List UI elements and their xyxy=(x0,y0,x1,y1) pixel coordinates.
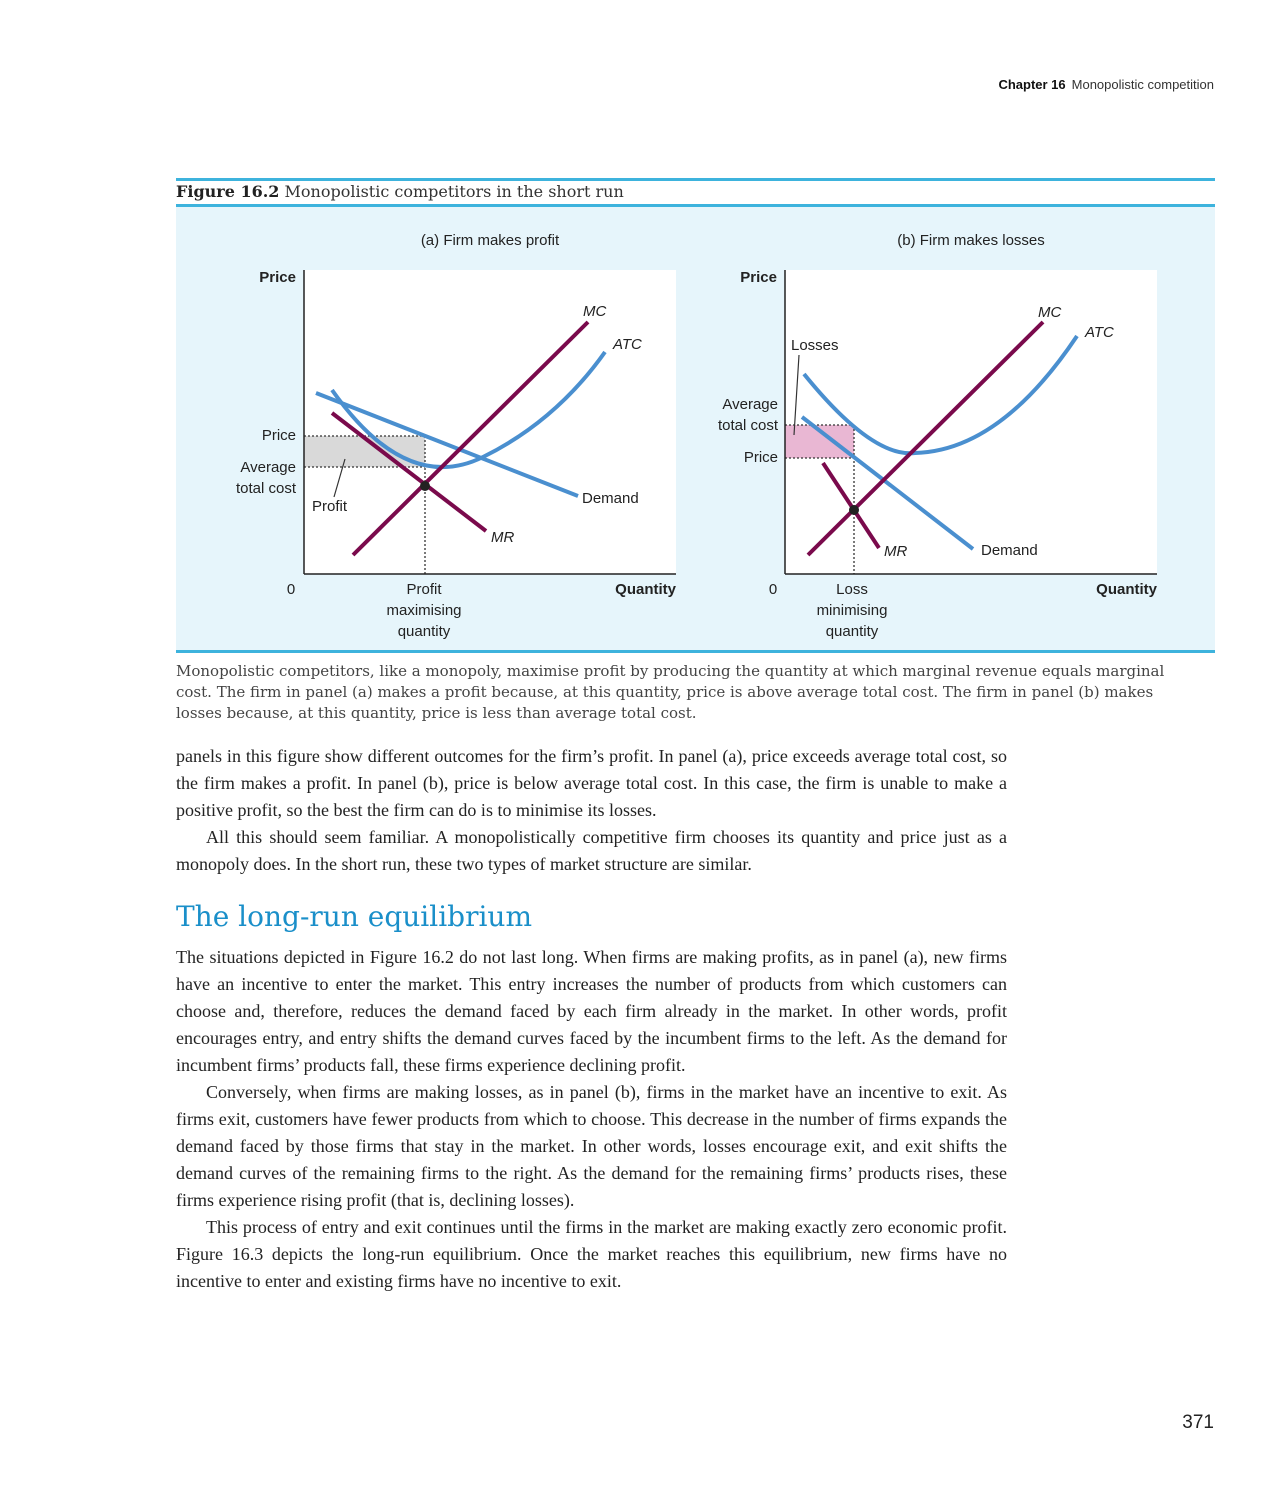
figure-diagram: (a) Firm makes profit Price Quantity 0 P… xyxy=(236,232,1158,640)
panel-b-plot-area xyxy=(785,270,1157,574)
equilibrium-point xyxy=(849,505,859,515)
figure-title-text: Monopolistic competitors in the short ru… xyxy=(284,182,624,201)
losses-label: Losses xyxy=(791,337,839,354)
panel-b-price-label: Price xyxy=(744,449,778,466)
figure-caption: Monopolistic competitors, like a monopol… xyxy=(176,662,1165,722)
profit-leader-line xyxy=(333,458,346,498)
panel-b-origin: 0 xyxy=(769,581,777,598)
panel-a-title: (a) Firm makes profit xyxy=(421,232,560,249)
panel-b-title: (b) Firm makes losses xyxy=(897,232,1045,249)
figure-top-rule xyxy=(176,178,1215,181)
panel-a-quantity-label-line3: quantity xyxy=(398,623,451,640)
equilibrium-point xyxy=(420,481,430,491)
page-number: 371 xyxy=(1182,1412,1214,1433)
panel-b-atc-curve-label: ATC xyxy=(1084,324,1114,341)
chapter-title: Monopolistic competition xyxy=(1071,77,1214,92)
panel-a-quantity-label-line1: Profit xyxy=(406,581,442,598)
paragraph: All this should seem familiar. A monopol… xyxy=(176,827,1007,874)
panel-b-mc-label: MC xyxy=(1038,304,1061,321)
panel-a-mc-label: MC xyxy=(583,303,606,320)
paragraph: Conversely, when firms are making losses… xyxy=(176,1082,1007,1210)
panel-a-quantity-label-line2: maximising xyxy=(386,602,461,619)
paragraph: panels in this figure show different out… xyxy=(176,746,1007,820)
paragraph: The situations depicted in Figure 16.2 d… xyxy=(176,947,1007,1075)
panel-a-demand-label: Demand xyxy=(582,490,639,507)
panel-a-atc-label-line2: total cost xyxy=(236,480,297,497)
figure-panel: (a) Firm makes profit Price Quantity 0 P… xyxy=(176,204,1215,653)
profit-label: Profit xyxy=(312,498,348,515)
losses-leader-line xyxy=(793,354,800,436)
panel-a-x-axis-label: Quantity xyxy=(615,581,676,598)
panel-a-plot-area xyxy=(304,270,676,574)
body-text-lower: The situations depicted in Figure 16.2 d… xyxy=(176,944,1007,1295)
demand-curve xyxy=(315,391,579,498)
figure-title: Figure 16.2 Monopolistic competitors in … xyxy=(176,182,624,201)
panel-b-quantity-label-line1: Loss xyxy=(836,581,868,598)
panel-b-quantity-label-line2: minimising xyxy=(817,602,888,619)
panel-a-mr-label: MR xyxy=(491,529,514,546)
mc-curve xyxy=(806,320,1045,557)
body-text-upper: panels in this figure show different out… xyxy=(176,743,1007,878)
panel-a-origin: 0 xyxy=(287,581,295,598)
section-heading: The long-run equilibrium xyxy=(176,900,533,933)
paragraph: This process of entry and exit continues… xyxy=(176,1217,1007,1291)
mr-curve xyxy=(821,461,881,550)
profit-area xyxy=(304,436,425,467)
panel-b-atc-label-line2: total cost xyxy=(718,417,779,434)
panel-b-mr-label: MR xyxy=(884,543,907,560)
panel-b: (b) Firm makes losses Price Quantity 0 A… xyxy=(718,232,1158,640)
running-head: Chapter 16 Monopolistic competition xyxy=(998,77,1214,92)
mr-curve xyxy=(330,411,488,533)
demand-curve xyxy=(800,415,975,551)
panel-a-atc-curve-label: ATC xyxy=(612,336,642,353)
panel-b-demand-label: Demand xyxy=(981,542,1038,559)
panel-b-x-axis-label: Quantity xyxy=(1096,581,1157,598)
panel-b-quantity-label-line3: quantity xyxy=(826,623,879,640)
mc-curve xyxy=(351,320,590,557)
panel-a-atc-label-line1: Average xyxy=(240,459,296,476)
panel-a-y-axis-label: Price xyxy=(259,269,296,286)
chapter-number: Chapter 16 xyxy=(998,77,1066,92)
panel-a: (a) Firm makes profit Price Quantity 0 P… xyxy=(236,232,677,640)
atc-curve xyxy=(802,334,1079,456)
figure-label: Figure 16.2 xyxy=(176,182,280,201)
panel-b-atc-label-line1: Average xyxy=(722,396,778,413)
panel-a-price-label: Price xyxy=(262,427,296,444)
panel-b-y-axis-label: Price xyxy=(740,269,777,286)
